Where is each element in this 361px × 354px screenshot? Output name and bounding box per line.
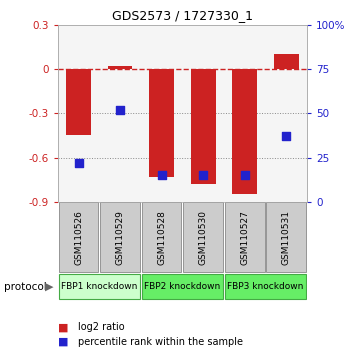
Bar xyxy=(58,274,140,299)
Text: GSM110529: GSM110529 xyxy=(116,210,125,265)
Text: log2 ratio: log2 ratio xyxy=(78,322,124,332)
Bar xyxy=(149,69,174,177)
Bar xyxy=(142,202,182,272)
Point xyxy=(117,107,123,113)
Text: ▶: ▶ xyxy=(45,282,54,292)
Title: GDS2573 / 1727330_1: GDS2573 / 1727330_1 xyxy=(112,9,253,22)
Bar xyxy=(66,69,91,135)
Point xyxy=(200,172,206,178)
Point xyxy=(158,172,164,178)
Point xyxy=(283,133,289,139)
Bar xyxy=(266,202,306,272)
Text: FBP2 knockdown: FBP2 knockdown xyxy=(144,282,221,291)
Text: ■: ■ xyxy=(58,322,68,332)
Text: GSM110526: GSM110526 xyxy=(74,210,83,265)
Text: GSM110530: GSM110530 xyxy=(199,210,208,265)
Bar xyxy=(142,274,223,299)
Bar xyxy=(183,202,223,272)
Bar xyxy=(232,69,257,194)
Text: GSM110531: GSM110531 xyxy=(282,210,291,265)
Bar xyxy=(191,69,216,184)
Bar xyxy=(108,66,132,69)
Point xyxy=(242,172,248,178)
Bar xyxy=(58,202,99,272)
Text: protocol: protocol xyxy=(4,282,46,292)
Text: GSM110528: GSM110528 xyxy=(157,210,166,265)
Bar xyxy=(100,202,140,272)
Text: ■: ■ xyxy=(58,337,68,347)
Bar xyxy=(225,274,306,299)
Text: percentile rank within the sample: percentile rank within the sample xyxy=(78,337,243,347)
Bar xyxy=(274,54,299,69)
Text: GSM110527: GSM110527 xyxy=(240,210,249,265)
Bar xyxy=(225,202,265,272)
Point xyxy=(76,160,82,166)
Text: FBP3 knockdown: FBP3 knockdown xyxy=(227,282,304,291)
Text: FBP1 knockdown: FBP1 knockdown xyxy=(61,282,138,291)
